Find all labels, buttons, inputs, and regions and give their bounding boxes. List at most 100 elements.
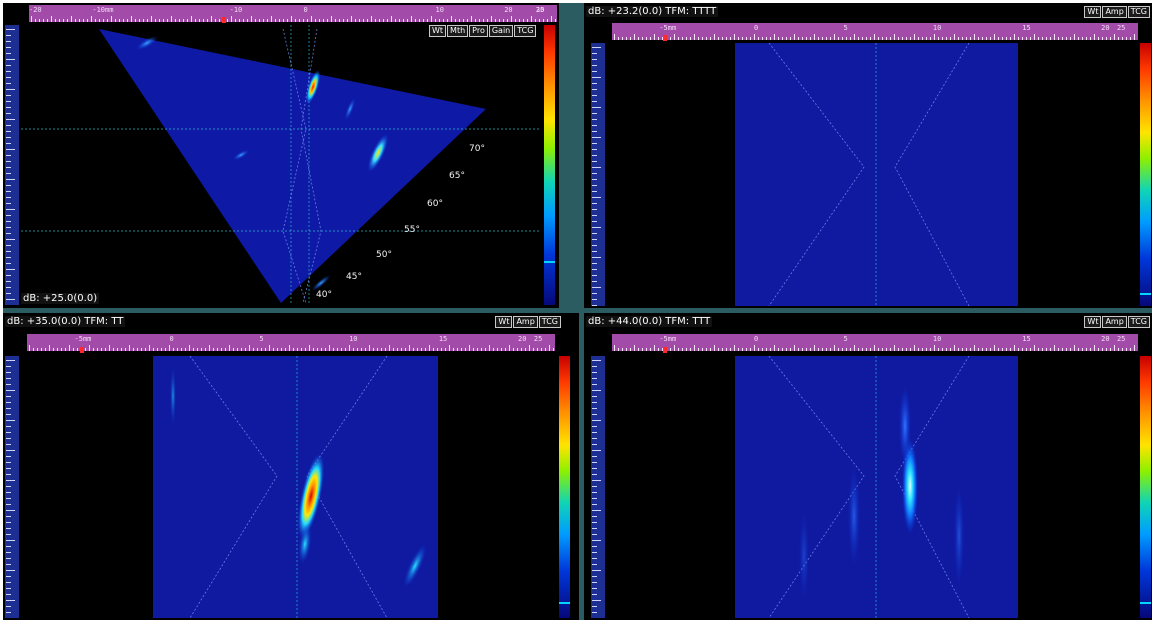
scale-tick [592, 600, 601, 601]
ruler-tick [690, 348, 691, 351]
toolbar-button-gain[interactable]: Gain [488, 25, 514, 37]
depth-scale[interactable] [591, 43, 605, 306]
toolbar-button-wt[interactable]: Wt [1084, 316, 1102, 328]
tfm-panel-tt[interactable]: dB: +35.0(0.0) TFM: TT Wt Amp TCG -5mm 0 5 10… [3, 313, 579, 620]
ruler-cursor[interactable] [663, 347, 667, 353]
ruler-cursor[interactable] [222, 17, 226, 23]
depth-scale[interactable] [5, 356, 19, 618]
ruler-tick [231, 16, 232, 22]
amplitude-colorbar[interactable] [1140, 43, 1151, 306]
ruler-tick [1006, 348, 1007, 351]
ruler-tick [726, 348, 727, 351]
scale-tick [592, 137, 601, 138]
ruler-tick [157, 348, 158, 351]
tfm-panel-ttt[interactable]: dB: +44.0(0.0) TFM: TTT Wt Amp TCG -5mm 0 5 1… [584, 313, 1152, 620]
scale-tick [6, 462, 11, 463]
ruler-tick [47, 19, 48, 22]
scale-tick [6, 113, 11, 114]
toolbar-button-amp[interactable]: Amp [1102, 316, 1127, 328]
toolbar-button-pro[interactable]: Pro [469, 25, 488, 37]
scale-tick [6, 426, 11, 427]
toolbar-button-tcg[interactable]: TCG [514, 25, 537, 37]
scale-tick [6, 522, 11, 523]
ruler-tick [774, 34, 775, 40]
toolbar-button-wt[interactable]: Wt [429, 25, 447, 37]
ruler-tick [734, 345, 735, 351]
ruler-tick [1038, 348, 1039, 351]
ruler-tick [950, 37, 951, 40]
ruler-tick [762, 348, 763, 351]
ruler-tick [966, 348, 967, 351]
depth-scale[interactable] [591, 356, 605, 618]
ruler-tick [1130, 37, 1131, 40]
ruler-tick [479, 19, 480, 22]
scale-tick [592, 366, 597, 367]
ruler-tick [1030, 37, 1031, 40]
ruler-label: 10 [932, 24, 942, 32]
sector-scan-panel[interactable]: -20 -10mm -10 0 10 20 25 30 Wt Mth Pro Gain TCG [3, 3, 559, 308]
ruler-tick [742, 348, 743, 351]
scale-tick [592, 233, 597, 234]
ruler-label: 20 [1101, 24, 1110, 32]
scale-tick [6, 408, 11, 409]
tfm-image[interactable] [25, 356, 555, 618]
amplitude-colorbar[interactable] [1140, 356, 1151, 618]
tfm-image[interactable] [614, 43, 1134, 306]
scale-tick [6, 65, 11, 66]
ruler-tick [107, 19, 108, 22]
scale-tick [6, 546, 11, 547]
toolbar-button-wt[interactable]: Wt [495, 316, 513, 328]
ruler-label: 20 [504, 6, 513, 14]
scale-tick [592, 468, 597, 469]
toolbar-button-tcg[interactable]: TCG [1127, 6, 1150, 18]
horizontal-ruler[interactable]: -5mm 0 5 10 15 20 25 [612, 334, 1138, 351]
ruler-tick [33, 348, 34, 351]
ruler-tick [1058, 37, 1059, 40]
ruler-tick [353, 348, 354, 351]
scale-tick [592, 510, 601, 511]
scale-tick [6, 372, 11, 373]
tfm-image[interactable] [614, 356, 1134, 618]
ruler-tick [103, 19, 104, 22]
depth-scale[interactable] [5, 25, 19, 305]
scale-tick [6, 299, 15, 300]
toolbar-button-mth[interactable]: Mth [447, 25, 469, 37]
ruler-tick [638, 348, 639, 351]
tfm-zone [153, 356, 438, 618]
ruler-cursor[interactable] [80, 347, 84, 353]
toolbar-button-amp[interactable]: Amp [1102, 6, 1127, 18]
ruler-tick [682, 348, 683, 351]
toolbar-button-amp[interactable]: Amp [513, 316, 538, 328]
tfm-panel-tttt[interactable]: dB: +23.2(0.0) TFM: TTTT Wt Amp TCG -5mm 0 5… [584, 3, 1152, 308]
ruler-tick [335, 19, 336, 22]
amplitude-colorbar[interactable] [559, 356, 570, 618]
ruler-tick [513, 348, 514, 351]
ruler-tick [199, 19, 200, 22]
ruler-tick [674, 34, 675, 40]
scale-tick [6, 366, 11, 367]
sector-image[interactable] [21, 25, 541, 305]
toolbar-button-tcg[interactable]: TCG [1127, 316, 1150, 328]
scale-tick [6, 149, 15, 150]
ruler-tick [742, 37, 743, 40]
ruler-label: 0 [303, 6, 308, 14]
ruler-tick [634, 34, 635, 40]
toolbar-button-tcg[interactable]: TCG [538, 316, 561, 328]
ruler-cursor[interactable] [663, 35, 667, 41]
scale-tick [592, 71, 597, 72]
ruler-tick [315, 19, 316, 22]
ruler-tick [241, 348, 242, 351]
ruler-tick [794, 34, 795, 40]
toolbar-button-wt[interactable]: Wt [1084, 6, 1102, 18]
ruler-tick [722, 37, 723, 40]
ruler-tick [694, 34, 695, 40]
scale-tick [6, 179, 15, 180]
ruler-tick [427, 19, 428, 22]
ruler-tick [658, 37, 659, 40]
horizontal-ruler[interactable]: -5mm 0 5 10 15 20 25 [27, 334, 555, 351]
ruler-tick [455, 19, 456, 22]
horizontal-ruler[interactable]: -20 -10mm -10 0 10 20 25 30 [29, 5, 557, 22]
amplitude-colorbar[interactable] [544, 25, 555, 305]
horizontal-ruler[interactable]: -5mm 0 5 10 15 20 25 [612, 23, 1138, 40]
ruler-tick [259, 19, 260, 22]
